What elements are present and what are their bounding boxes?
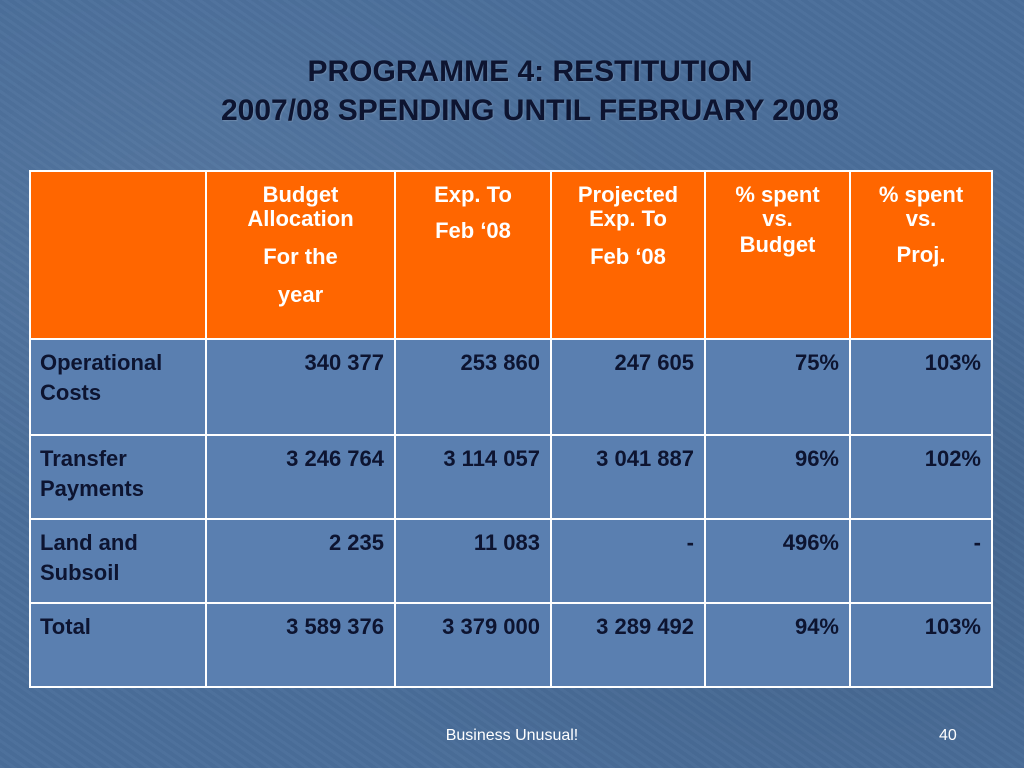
row-label-text: Operational	[40, 350, 163, 375]
header-text: Budget	[739, 232, 816, 257]
header-text: vs.	[762, 206, 793, 231]
row-label-operational-costs: Operational Costs	[29, 338, 207, 436]
table-cell: 496%	[704, 518, 851, 604]
row-label-land-and-subsoil: Land and Subsoil	[29, 518, 207, 604]
table-cell: 3 114 057	[394, 434, 552, 520]
header-text: Allocation	[247, 206, 354, 231]
table-cell: 3 041 887	[550, 434, 706, 520]
header-text: Exp. To	[434, 182, 512, 207]
header-text: Projected	[577, 182, 679, 207]
page-number: 40	[939, 727, 957, 744]
footer-text: Business Unusual!	[445, 727, 579, 744]
table-cell: 102%	[849, 434, 993, 520]
row-label-text: Subsoil	[40, 560, 120, 585]
header-text: Budget	[262, 182, 339, 207]
table-cell: 247 605	[550, 338, 706, 436]
header-cell-exp-to-feb: Exp. To Feb ‘08	[394, 170, 552, 340]
row-label-text: Payments	[40, 476, 144, 501]
row-label-transfer-payments: Transfer Payments	[29, 434, 207, 520]
header-text: Proj.	[896, 242, 946, 267]
table-cell: 3 246 764	[205, 434, 396, 520]
header-text: For the	[263, 244, 338, 269]
table-cell: 103%	[849, 338, 993, 436]
header-text: Feb ‘08	[590, 244, 666, 269]
table-cell: 2 235	[205, 518, 396, 604]
row-label-text: Costs	[40, 380, 102, 405]
title-line-2: 2007/08 SPENDING UNTIL FEBRUARY 2008	[220, 94, 839, 127]
table-row: Operational Costs 340 377 253 860 247 60…	[29, 338, 993, 436]
table-cell: 11 083	[394, 518, 552, 604]
table-cell: 3 289 492	[550, 602, 706, 688]
slide-title: PROGRAMME 4: RESTITUTION 2007/08 SPENDIN…	[0, 52, 1024, 130]
table-cell: -	[550, 518, 706, 604]
table-row-total: Total 3 589 376 3 379 000 3 289 492 94% …	[29, 602, 993, 688]
table-cell: 340 377	[205, 338, 396, 436]
header-cell-empty	[29, 170, 207, 340]
row-label-text: Transfer	[40, 446, 127, 471]
row-label-total: Total	[29, 602, 207, 688]
table-cell: 3 379 000	[394, 602, 552, 688]
header-text: % spent	[735, 182, 820, 207]
table-cell: 3 589 376	[205, 602, 396, 688]
table-cell: 94%	[704, 602, 851, 688]
header-text: Feb ‘08	[435, 218, 511, 243]
header-text: vs.	[905, 206, 937, 231]
table-cell: 96%	[704, 434, 851, 520]
header-text: % spent	[878, 182, 964, 207]
table-cell: 103%	[849, 602, 993, 688]
header-cell-pct-vs-budget: % spent vs. Budget	[704, 170, 851, 340]
table-cell: 75%	[704, 338, 851, 436]
table-row: Transfer Payments 3 246 764 3 114 057 3 …	[29, 434, 993, 520]
row-label-text: Total	[40, 614, 91, 639]
table-cell: 253 860	[394, 338, 552, 436]
title-line-1: PROGRAMME 4: RESTITUTION	[307, 55, 753, 88]
header-text: Exp. To	[589, 206, 667, 231]
table-header-row: Budget Allocation For the year Exp. To F…	[29, 170, 993, 340]
table-cell: -	[849, 518, 993, 604]
spending-table: Budget Allocation For the year Exp. To F…	[29, 170, 993, 688]
header-cell-projected-exp: Projected Exp. To Feb ‘08	[550, 170, 706, 340]
header-cell-pct-vs-proj: % spent vs. Proj.	[849, 170, 993, 340]
header-text: year	[277, 282, 324, 307]
table-row: Land and Subsoil 2 235 11 083 - 496% -	[29, 518, 993, 604]
header-cell-budget-allocation: Budget Allocation For the year	[205, 170, 396, 340]
row-label-text: Land and	[40, 530, 138, 555]
